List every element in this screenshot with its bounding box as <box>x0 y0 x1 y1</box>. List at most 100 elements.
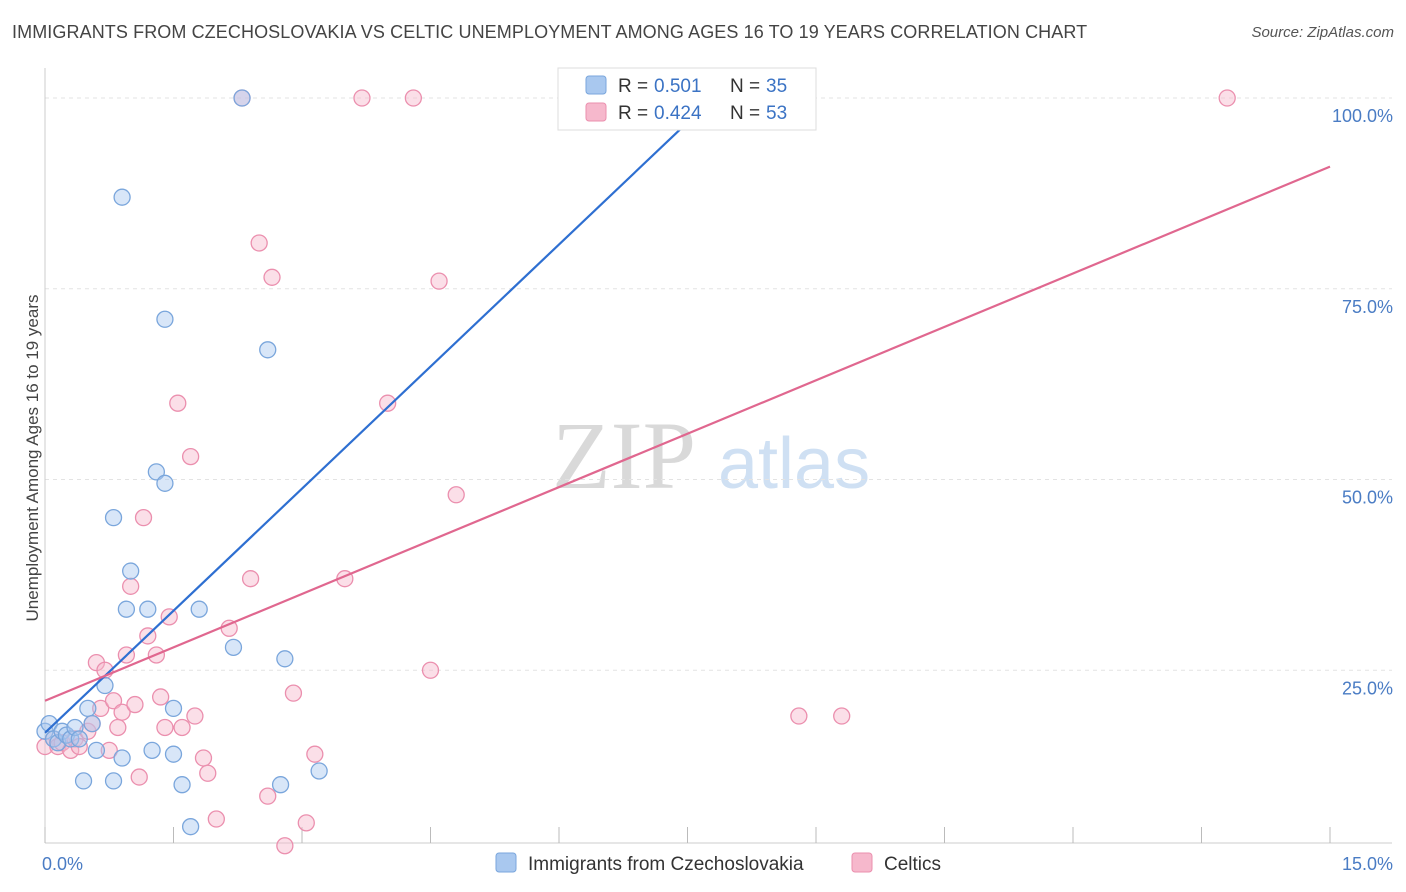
pink-data-point <box>306 745 324 763</box>
correlation-legend: R = 0.501 N = 35 R = 0.424 N = 53 <box>557 67 817 131</box>
blue-data-point <box>259 341 277 359</box>
legend-n-value-1: 35 <box>766 76 787 97</box>
pink-data-point <box>297 814 315 832</box>
blue-data-point <box>310 762 328 780</box>
watermark-zip: ZIP <box>552 402 696 509</box>
pink-data-point <box>156 718 174 737</box>
blue-data-point <box>147 463 166 481</box>
pink-data-point <box>1218 89 1236 107</box>
series-legend: Immigrants from Czechoslovakia Celtics <box>495 852 941 875</box>
blue-data-point <box>156 474 174 492</box>
bottom-legend-label-1: Immigrants from Czechoslovakia <box>528 854 804 875</box>
blue-data-point <box>117 600 136 618</box>
legend-n-label-2: N = <box>730 103 760 124</box>
pink-data-point <box>447 486 465 504</box>
blue-data-point <box>96 676 114 695</box>
trend-lines <box>44 97 1331 734</box>
y-tick-labels: 25.0% 50.0% 75.0% 100.0% <box>1332 106 1393 698</box>
blue-data-point <box>156 310 174 328</box>
legend-n-label-1: N = <box>730 76 760 97</box>
bottom-legend-swatch-pink <box>851 852 873 873</box>
pink-data-point <box>207 810 225 828</box>
pink-data-point <box>353 89 371 107</box>
legend-swatch-blue <box>585 75 607 95</box>
czechoslovakia-points <box>36 89 328 836</box>
pink-data-point <box>379 394 397 412</box>
blue-data-point <box>104 772 123 790</box>
blue-data-point <box>79 699 97 718</box>
pink-data-point <box>113 703 131 721</box>
pink-data-point <box>151 688 170 706</box>
legend-r-value-2: 0.424 <box>654 103 702 124</box>
blue-trend-line <box>44 97 714 734</box>
legend-swatch-pink <box>585 102 607 122</box>
pink-data-point <box>109 718 127 737</box>
pink-data-point <box>199 764 217 782</box>
pink-data-point <box>250 234 268 252</box>
blue-data-point <box>113 749 131 767</box>
pink-data-point <box>263 268 281 286</box>
blue-data-point <box>74 772 93 790</box>
pink-data-point <box>100 741 118 760</box>
blue-data-point <box>224 638 243 657</box>
pink-data-point <box>259 787 277 805</box>
pink-data-point <box>173 718 191 737</box>
pink-data-point <box>284 684 303 702</box>
source-label: Source: ZipAtlas.com <box>1251 24 1394 41</box>
pink-data-point <box>186 707 204 725</box>
bottom-legend-swatch-blue <box>495 852 517 873</box>
pink-data-point <box>833 707 851 725</box>
pink-data-point <box>134 509 153 527</box>
blue-data-point <box>70 730 88 748</box>
legend-n-value-2: 53 <box>766 103 787 124</box>
watermark-atlas: atlas <box>718 424 870 504</box>
pink-data-point <box>181 447 200 466</box>
blue-data-point <box>143 741 161 760</box>
pink-data-point <box>241 570 260 588</box>
blue-data-point <box>113 188 131 206</box>
pink-data-point <box>276 837 294 855</box>
blue-data-point <box>271 776 290 794</box>
pink-data-point <box>126 695 144 714</box>
pink-data-point <box>130 768 148 786</box>
blue-data-point <box>164 699 183 718</box>
y-tick-label: 50.0% <box>1342 488 1393 508</box>
blue-data-point <box>173 776 191 794</box>
blue-data-point <box>139 600 157 618</box>
y-tick-label: 75.0% <box>1342 297 1393 317</box>
blue-data-point <box>122 562 140 580</box>
celtics-points <box>36 89 1236 855</box>
blue-data-point <box>190 600 208 618</box>
blue-data-point <box>83 715 101 733</box>
x-tick-labels: 0.0% 15.0% <box>42 854 1393 874</box>
x-tick-label: 15.0% <box>1342 854 1393 874</box>
blue-data-point <box>87 741 106 760</box>
pink-data-point <box>421 661 440 679</box>
chart-title: IMMIGRANTS FROM CZECHOSLOVAKIA VS CELTIC… <box>12 22 1088 42</box>
legend-r-label-1: R = <box>618 76 648 97</box>
bottom-legend-label-2: Celtics <box>884 854 941 875</box>
pink-data-point <box>430 272 448 290</box>
pink-data-point <box>169 394 187 412</box>
blue-data-point <box>276 650 294 668</box>
pink-trend-line <box>44 165 1331 702</box>
pink-data-point <box>92 699 110 718</box>
y-tick-label: 100.0% <box>1332 106 1393 126</box>
y-axis-label: Unemployment Among Ages 16 to 19 years <box>23 295 42 622</box>
blue-data-point <box>164 745 183 763</box>
blue-data-point <box>181 818 200 836</box>
pink-data-point <box>194 749 213 767</box>
pink-data-point <box>160 608 178 626</box>
y-tick-label: 25.0% <box>1342 678 1393 698</box>
pink-data-point <box>104 692 123 710</box>
watermark: ZIP atlas <box>552 402 870 509</box>
blue-data-point <box>233 89 251 107</box>
blue-data-point <box>104 509 123 527</box>
pink-data-point <box>122 577 140 595</box>
legend-r-label-2: R = <box>618 103 648 124</box>
x-tick-label: 0.0% <box>42 854 83 874</box>
legend-r-value-1: 0.501 <box>654 76 702 97</box>
pink-data-point <box>790 707 808 725</box>
pink-data-point <box>404 89 423 107</box>
